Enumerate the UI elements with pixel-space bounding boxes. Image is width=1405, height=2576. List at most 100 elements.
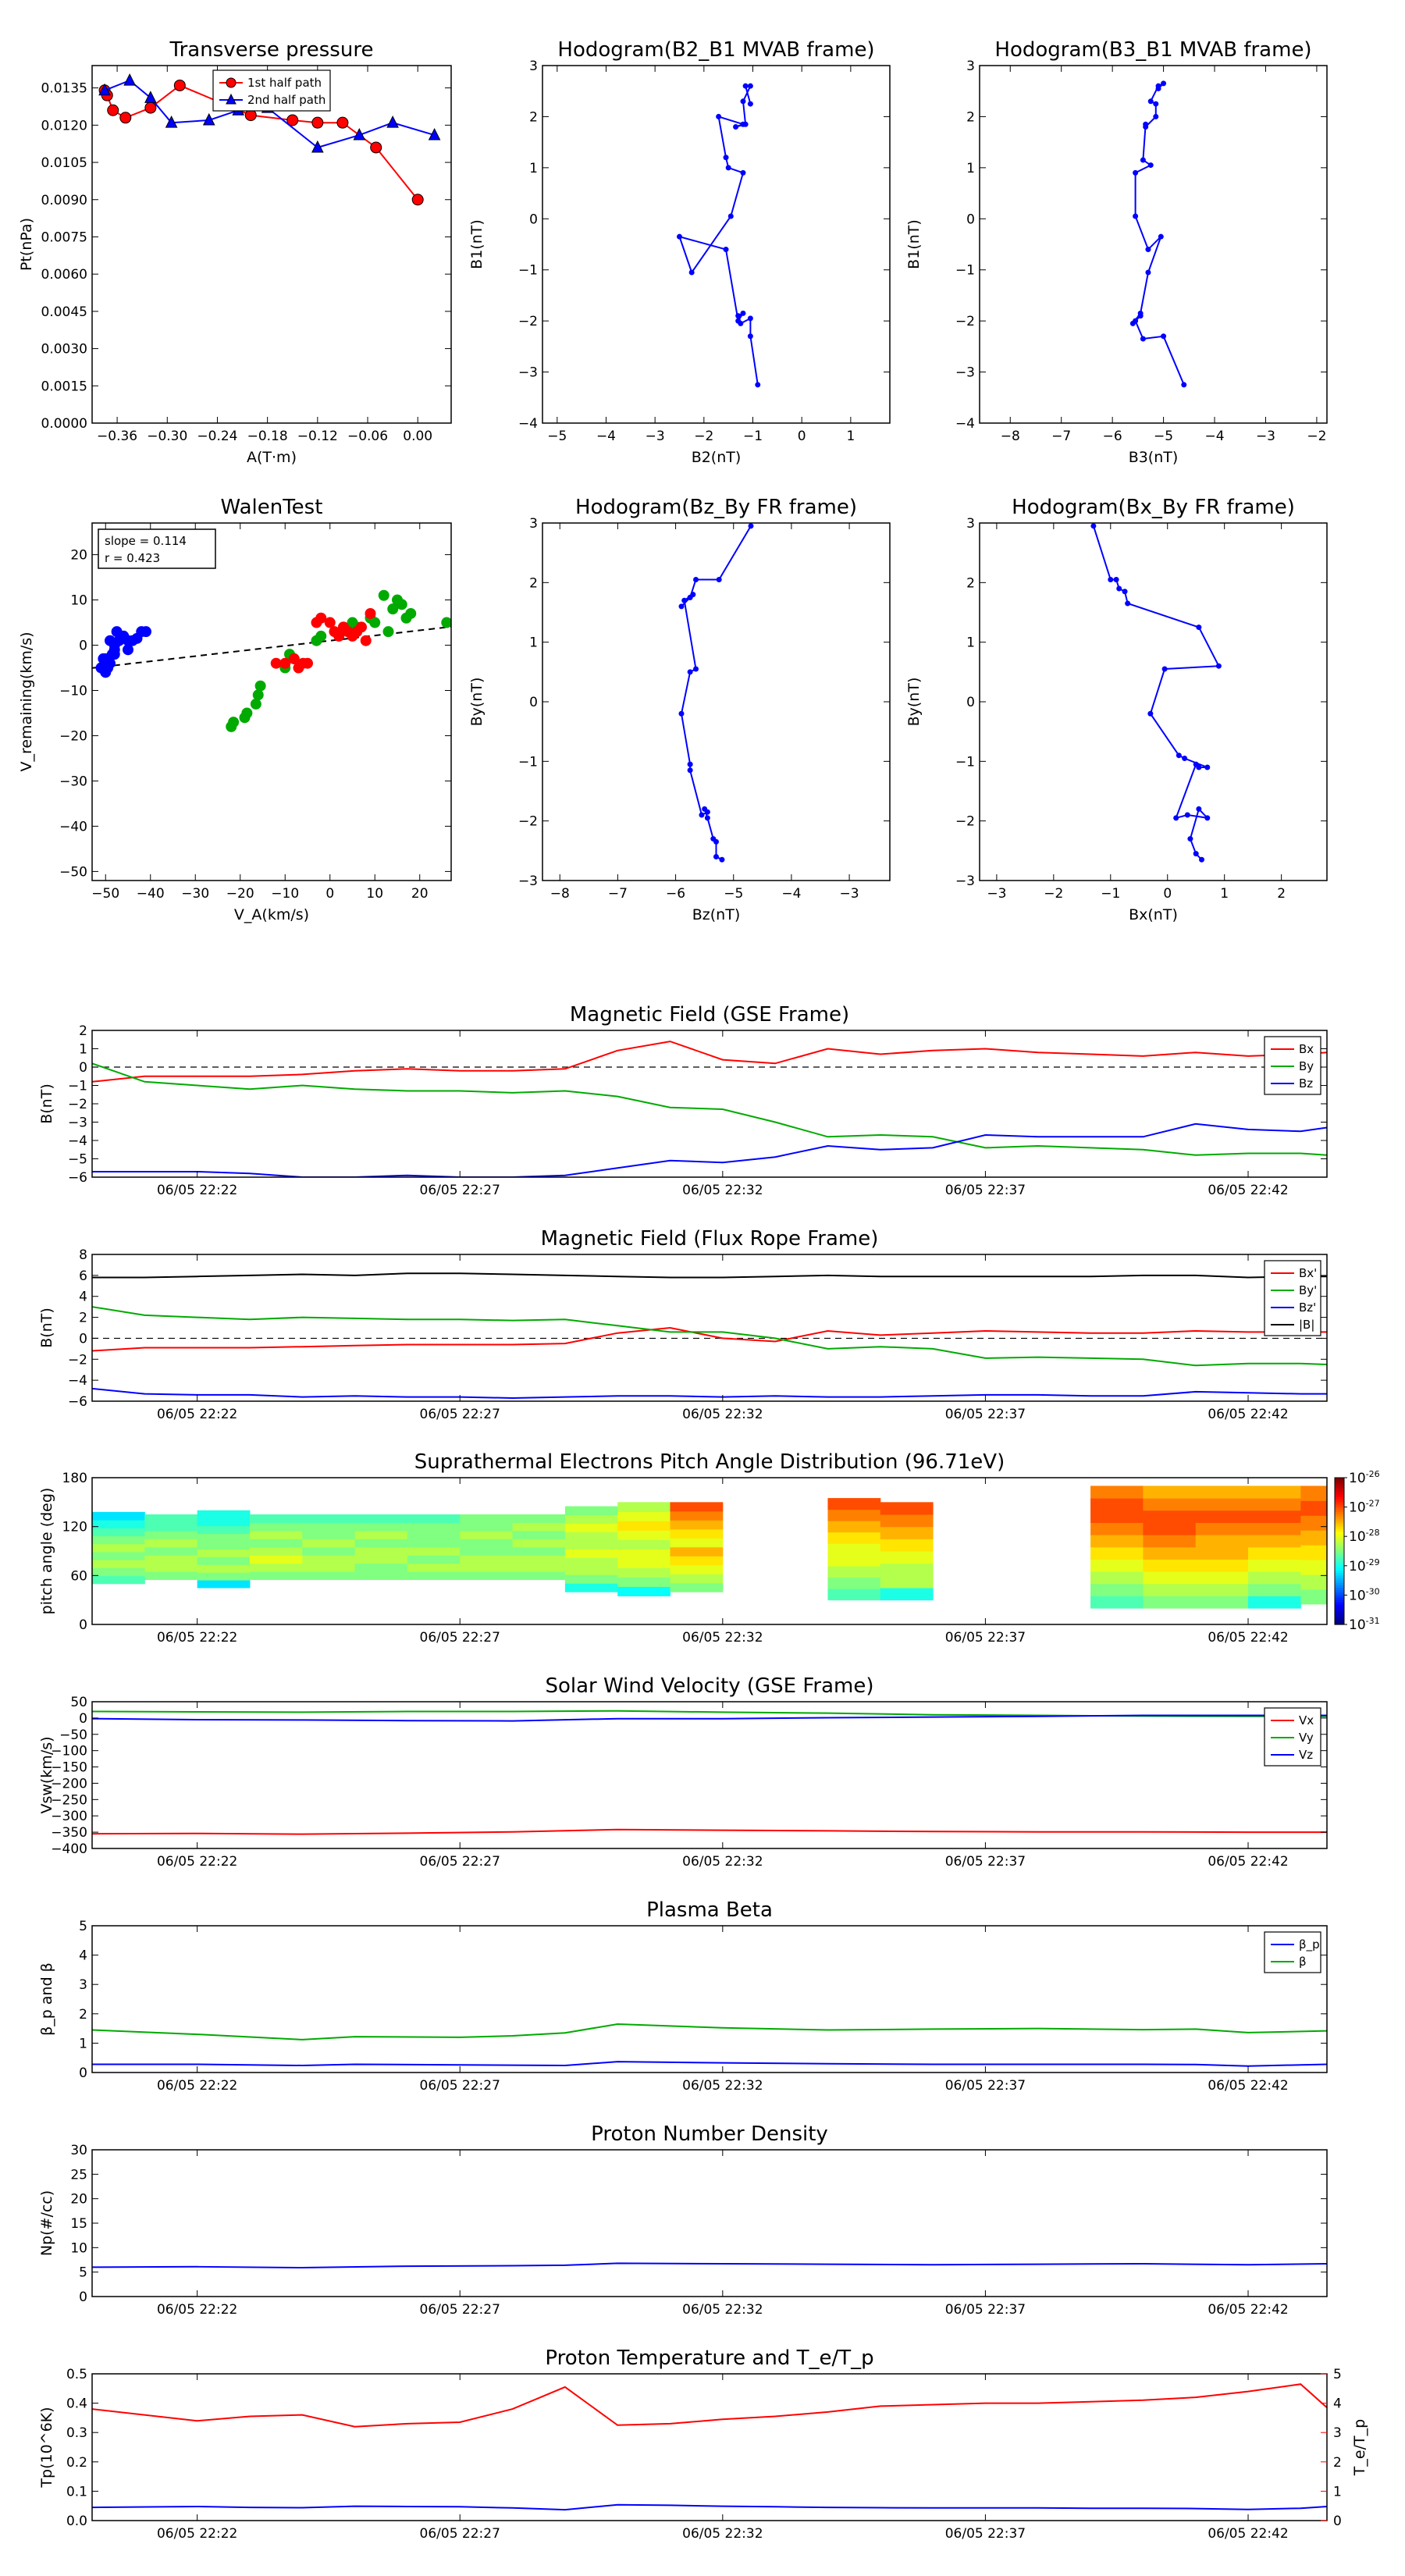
y-tick-label: −1 [518, 754, 538, 770]
y-tick-label: −150 [51, 1760, 87, 1776]
chart-title: Hodogram(Bz_By FR frame) [575, 496, 857, 519]
legend-label: Bx [1299, 1042, 1314, 1056]
heatmap-cell [302, 1546, 356, 1556]
heatmap-cell [197, 1549, 251, 1557]
colorbar-segment [1335, 1500, 1344, 1503]
x-tick-label: −4 [1204, 429, 1224, 444]
heatmap-cell [302, 1563, 356, 1572]
data-point [1193, 851, 1199, 857]
x-tick-label: 06/05 22:27 [420, 1407, 500, 1422]
heatmap-cell [92, 1560, 145, 1568]
x-axis-label: V_A(km/s) [234, 906, 309, 923]
data-point [742, 83, 749, 89]
y-axis-label: B(nT) [38, 1083, 55, 1124]
y-tick-label: −400 [51, 1841, 87, 1857]
x-tick-label: 0 [325, 886, 334, 902]
colorbar-segment [1335, 1567, 1344, 1571]
heatmap-cell [1143, 1510, 1197, 1523]
x-tick-label: 10 [366, 886, 383, 902]
scatter-point [254, 680, 266, 692]
data-point [747, 315, 753, 322]
y-axis-label: Vsw(km/s) [38, 1736, 55, 1813]
heatmap-cell [827, 1532, 881, 1544]
y-tick-label: 0.3 [66, 2425, 87, 2441]
y-tick-label: 0.1 [66, 2484, 87, 2500]
colorbar-segment [1335, 1599, 1344, 1603]
heatmap-cell [1143, 1571, 1197, 1585]
heatmap-cells [92, 1485, 1327, 1609]
y-tick-label: 2 [79, 1311, 87, 1326]
data-point [688, 269, 695, 276]
legend-label: By [1299, 1059, 1314, 1073]
heatmap-cell [827, 1554, 881, 1567]
x-tick-label: 06/05 22:42 [1208, 1630, 1288, 1646]
x-tick-label: 06/05 22:27 [420, 2302, 500, 2318]
x-tick-label: 1 [1220, 886, 1229, 902]
chart-h23: Hodogram(B2_B1 MVAB frame) −5 −4 −3 −2 −1 0 1 −4… [468, 38, 891, 466]
heatmap-cell [670, 1510, 724, 1521]
y-tick-label: 0.0000 [41, 416, 87, 432]
heatmap-cell [302, 1539, 356, 1548]
colorbar-tick-base: 10 [1349, 1617, 1366, 1633]
y-tick-label: 3 [529, 516, 538, 532]
data-point [1158, 233, 1164, 240]
x-tick-label: 06/05 22:22 [157, 1630, 237, 1646]
heatmap-cell [144, 1522, 198, 1532]
plot-frame [542, 522, 891, 881]
heatmap-cell [1248, 1498, 1301, 1511]
heatmap-cell [512, 1546, 566, 1556]
colorbar-segment [1335, 1543, 1344, 1547]
scatter-point [105, 635, 116, 646]
colorbar-segment [1335, 1494, 1344, 1498]
y-tick-label: 4 [79, 1948, 87, 1964]
x-tick-label: 06/05 22:42 [1208, 1854, 1288, 1870]
y-tick-label: −200 [51, 1776, 87, 1791]
heatmap-cell [880, 1575, 934, 1589]
x-tick-label: −10 [271, 886, 299, 902]
data-point [1182, 756, 1188, 762]
heatmap-cell [354, 1546, 408, 1556]
colorbar-segment [1335, 1588, 1344, 1591]
chart-title: Proton Temperature and T_e/T_p [545, 2347, 873, 2370]
data-point [202, 112, 215, 126]
data-layer [678, 523, 754, 863]
x-tick-label: 06/05 22:22 [157, 2526, 237, 2542]
colorbar-segment [1335, 1489, 1344, 1493]
colorbar-tick-base: 10 [1349, 1529, 1366, 1545]
heatmap-cell [354, 1514, 408, 1523]
y-tick-label: 6 [79, 1268, 87, 1284]
y-tick-label: 0.0030 [41, 342, 87, 358]
scatter-point [98, 653, 109, 664]
heatmap-cell [1143, 1596, 1197, 1609]
heatmap-cell [407, 1522, 461, 1532]
x-axis-label: Bz(nT) [692, 906, 740, 923]
heatmap-cell [460, 1546, 514, 1556]
heatmap-cell [670, 1502, 724, 1512]
y-tick-label: 1 [79, 2036, 87, 2051]
x-tick-label: 06/05 22:27 [420, 1630, 500, 1646]
y-tick-label: 2 [79, 2007, 87, 2023]
legend-label: Vy [1299, 1731, 1314, 1745]
data-point [1108, 577, 1114, 583]
scatter-point [140, 626, 151, 638]
x-tick-label: 0 [798, 429, 806, 444]
data-point [144, 101, 157, 114]
heatmap-cell [197, 1580, 251, 1589]
plot-frame [979, 65, 1328, 424]
heatmap-cell [197, 1510, 251, 1519]
colorbar-segment [1335, 1526, 1344, 1530]
x-axis-label: Bx(nT) [1129, 906, 1178, 923]
data-point [1133, 169, 1139, 176]
heatmap-cell [144, 1539, 198, 1548]
y-tick-label: 0.0 [66, 2514, 87, 2529]
x-tick-label: 06/05 22:22 [157, 2078, 237, 2094]
y-axis-label: B(nT) [38, 1308, 55, 1348]
scatter-point [228, 717, 240, 728]
heatmap-cell [1248, 1546, 1301, 1560]
chart-title: Suprathermal Electrons Pitch Angle Distr… [414, 1450, 1005, 1474]
legend-label: |B| [1299, 1318, 1314, 1332]
heatmap-cell [354, 1530, 408, 1539]
colorbar-segment [1335, 1482, 1344, 1485]
scatter-point [360, 635, 372, 646]
